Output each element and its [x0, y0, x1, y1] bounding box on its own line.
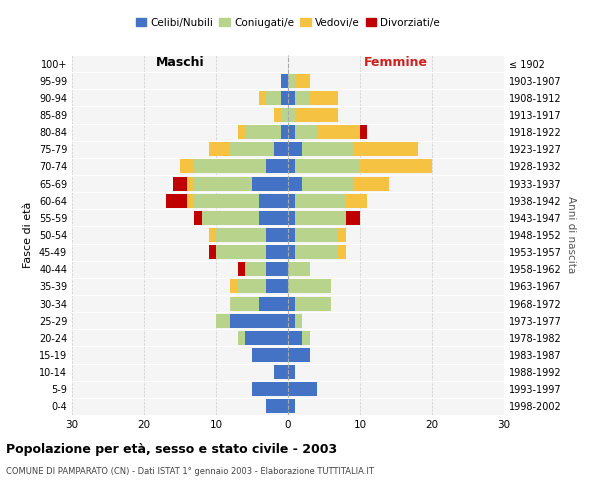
Bar: [194, 211, 202, 225]
Bar: [288, 245, 295, 259]
Bar: [346, 211, 360, 225]
Bar: [288, 280, 331, 293]
Bar: [295, 245, 338, 259]
Bar: [295, 296, 331, 310]
Bar: [259, 211, 288, 225]
Bar: [245, 262, 266, 276]
Bar: [295, 91, 310, 105]
Bar: [194, 194, 259, 207]
Bar: [238, 262, 245, 276]
Bar: [346, 194, 367, 207]
Y-axis label: Fasce di età: Fasce di età: [23, 202, 33, 268]
Bar: [216, 228, 266, 242]
Bar: [338, 245, 346, 259]
Bar: [295, 314, 302, 328]
Bar: [288, 331, 302, 345]
Bar: [266, 160, 288, 173]
Bar: [288, 382, 317, 396]
Bar: [302, 331, 310, 345]
Bar: [288, 176, 302, 190]
Bar: [288, 125, 295, 139]
Bar: [295, 74, 310, 88]
Bar: [252, 382, 288, 396]
Bar: [288, 262, 310, 276]
Bar: [288, 400, 295, 413]
Bar: [252, 348, 288, 362]
Bar: [180, 160, 194, 173]
Bar: [288, 211, 295, 225]
Bar: [173, 176, 187, 190]
Bar: [266, 280, 288, 293]
Text: Maschi: Maschi: [155, 56, 205, 69]
Bar: [274, 365, 288, 379]
Text: Femmine: Femmine: [364, 56, 428, 69]
Bar: [230, 314, 288, 328]
Bar: [338, 228, 346, 242]
Bar: [166, 194, 187, 207]
Bar: [302, 176, 353, 190]
Bar: [238, 280, 266, 293]
Bar: [187, 176, 194, 190]
Bar: [295, 194, 346, 207]
Bar: [310, 91, 338, 105]
Bar: [209, 245, 216, 259]
Bar: [245, 125, 281, 139]
Bar: [281, 108, 288, 122]
Bar: [288, 365, 295, 379]
Bar: [194, 160, 266, 173]
Bar: [259, 296, 288, 310]
Bar: [288, 296, 295, 310]
Bar: [259, 194, 288, 207]
Bar: [288, 108, 295, 122]
Bar: [295, 160, 360, 173]
Bar: [317, 125, 360, 139]
Bar: [230, 280, 238, 293]
Bar: [288, 160, 295, 173]
Bar: [295, 108, 338, 122]
Bar: [252, 176, 288, 190]
Bar: [288, 142, 302, 156]
Bar: [230, 296, 259, 310]
Bar: [274, 108, 281, 122]
Bar: [353, 176, 389, 190]
Bar: [245, 331, 288, 345]
Bar: [288, 194, 295, 207]
Bar: [288, 91, 295, 105]
Bar: [194, 176, 252, 190]
Bar: [238, 125, 245, 139]
Bar: [295, 125, 317, 139]
Bar: [288, 74, 295, 88]
Bar: [360, 160, 432, 173]
Bar: [360, 125, 367, 139]
Legend: Celibi/Nubili, Coniugati/e, Vedovi/e, Divorziati/e: Celibi/Nubili, Coniugati/e, Vedovi/e, Di…: [131, 14, 445, 32]
Bar: [281, 91, 288, 105]
Bar: [266, 91, 281, 105]
Bar: [288, 348, 310, 362]
Bar: [288, 314, 295, 328]
Bar: [259, 91, 266, 105]
Bar: [302, 142, 353, 156]
Bar: [230, 142, 274, 156]
Bar: [216, 314, 230, 328]
Bar: [288, 228, 295, 242]
Text: COMUNE DI PAMPARATO (CN) - Dati ISTAT 1° gennaio 2003 - Elaborazione TUTTITALIA.: COMUNE DI PAMPARATO (CN) - Dati ISTAT 1°…: [6, 468, 374, 476]
Bar: [295, 211, 346, 225]
Bar: [266, 400, 288, 413]
Bar: [274, 142, 288, 156]
Bar: [187, 194, 194, 207]
Text: Popolazione per età, sesso e stato civile - 2003: Popolazione per età, sesso e stato civil…: [6, 442, 337, 456]
Bar: [209, 142, 230, 156]
Bar: [266, 262, 288, 276]
Bar: [238, 331, 245, 345]
Bar: [353, 142, 418, 156]
Bar: [281, 74, 288, 88]
Bar: [266, 228, 288, 242]
Bar: [216, 245, 266, 259]
Y-axis label: Anni di nascita: Anni di nascita: [566, 196, 575, 274]
Bar: [266, 245, 288, 259]
Bar: [295, 228, 338, 242]
Bar: [281, 125, 288, 139]
Bar: [202, 211, 259, 225]
Bar: [209, 228, 216, 242]
